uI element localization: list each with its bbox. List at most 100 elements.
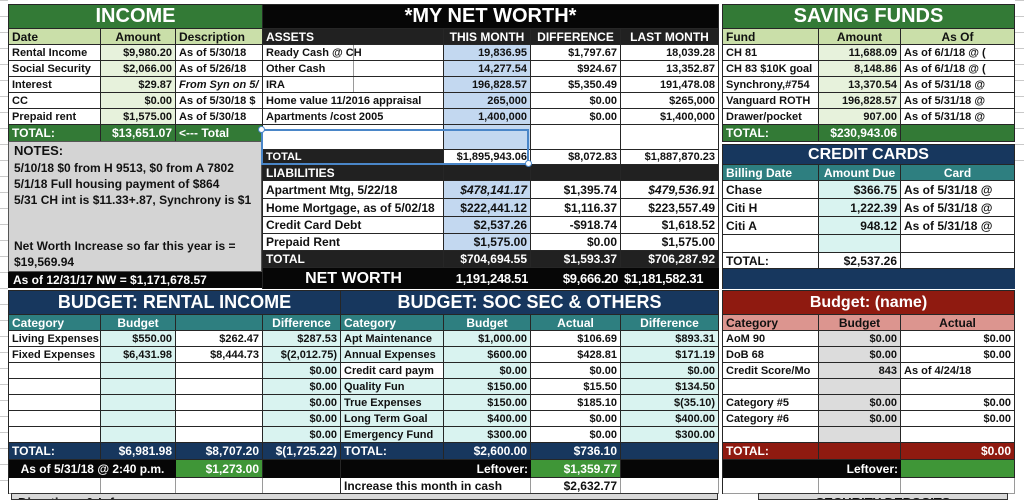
assets-col-header[interactable]: ASSETS <box>263 29 444 45</box>
empty-cell[interactable] <box>901 478 1015 494</box>
actual-cell[interactable]: $15.50 <box>531 379 621 395</box>
budget-cell[interactable]: $0.00 <box>819 331 901 347</box>
budget-cell[interactable]: 843 <box>819 363 901 379</box>
empty-cell[interactable] <box>901 125 1015 142</box>
category-cell[interactable] <box>9 363 101 379</box>
budget-cell[interactable]: $400.00 <box>444 411 531 427</box>
empty-cell[interactable] <box>621 478 719 494</box>
card-col-header[interactable]: Card <box>901 165 1015 181</box>
budget-cell[interactable] <box>101 363 176 379</box>
budget-rental-footer-label[interactable]: As of 5/31/18 @ 2:40 p.m. <box>9 460 176 478</box>
actual-cell[interactable]: $106.69 <box>531 331 621 347</box>
card-asof-cell[interactable] <box>901 235 1015 253</box>
card-asof-cell[interactable]: As of 5/31/18 @ <box>901 199 1015 217</box>
budget-cell[interactable] <box>819 427 901 443</box>
category-cell[interactable]: True Expenses <box>341 395 444 411</box>
income-desc-cell[interactable]: As of 5/30/18 <box>176 109 263 125</box>
empty-cell[interactable] <box>531 165 621 181</box>
actual-col-header[interactable]: Actual <box>901 315 1015 331</box>
empty-cell[interactable] <box>263 125 444 150</box>
net-worth-label[interactable]: NET WORTH <box>263 268 444 289</box>
actual-cell[interactable]: $0.00 <box>901 347 1015 363</box>
fund-name-cell[interactable]: CH 81 <box>723 45 819 61</box>
budget-rental-title[interactable]: BUDGET: RENTAL INCOME <box>9 291 341 315</box>
difference-cell[interactable]: $0.00 <box>263 395 341 411</box>
liability-label-cell[interactable]: Apartment Mtg, 5/22/18 <box>263 181 444 199</box>
fund-name-cell[interactable]: Drawer/pocket <box>723 109 819 125</box>
empty-cell[interactable] <box>819 478 901 494</box>
empty-cell[interactable] <box>101 478 176 494</box>
empty-cell[interactable] <box>621 460 719 478</box>
category-cell[interactable] <box>9 379 101 395</box>
category-cell[interactable] <box>9 411 101 427</box>
fund-col-header[interactable]: Fund <box>723 29 819 45</box>
budget-socsec-total-label[interactable]: TOTAL: <box>341 443 444 460</box>
liability-last-month-cell[interactable]: $479,536.91 <box>621 181 719 199</box>
actual-cell[interactable]: $428.81 <box>531 347 621 363</box>
empty-cell[interactable] <box>901 253 1015 269</box>
empty-cell[interactable] <box>9 478 101 494</box>
liability-label-cell[interactable]: Prepaid Rent <box>263 234 444 251</box>
budget-cell[interactable] <box>101 379 176 395</box>
amount-due-col-header[interactable]: Amount Due <box>819 165 901 181</box>
card-amount-cell[interactable] <box>819 235 901 253</box>
difference-cell[interactable]: $171.19 <box>621 347 719 363</box>
fund-amount-cell[interactable]: 13,370.54 <box>819 77 901 93</box>
difference-cell[interactable]: $134.50 <box>621 379 719 395</box>
category-cell[interactable]: Category #5 <box>723 395 819 411</box>
card-amount-cell[interactable]: 948.12 <box>819 217 901 235</box>
difference-col-header[interactable]: Difference <box>263 315 341 331</box>
asset-last-month-cell[interactable]: 13,352.87 <box>621 61 719 77</box>
empty-cell[interactable] <box>723 460 819 478</box>
income-label-cell[interactable]: Social Security <box>9 61 101 77</box>
empty-cell[interactable] <box>621 125 719 150</box>
income-amount-cell[interactable]: $1,575.00 <box>101 109 176 125</box>
saving-funds-total-amount[interactable]: $230,943.06 <box>819 125 901 142</box>
income-label-cell[interactable]: Rental Income <box>9 45 101 61</box>
difference-col-header[interactable]: Difference <box>621 315 719 331</box>
actual-cell[interactable] <box>176 411 263 427</box>
asset-label-cell[interactable]: Home value 11/2016 appraisal <box>263 93 444 109</box>
security-deposits-header[interactable]: SECURITY DEPOSITS <box>758 493 1008 500</box>
amount-col-header[interactable]: Amount <box>819 29 901 45</box>
asset-difference-cell[interactable]: $0.00 <box>531 109 621 125</box>
difference-cell[interactable]: $(2,012.75) <box>263 347 341 363</box>
income-amount-cell[interactable]: $0.00 <box>101 93 176 109</box>
empty-cell[interactable] <box>723 478 819 494</box>
liability-difference-cell[interactable]: $0.00 <box>531 234 621 251</box>
actual-cell[interactable]: $185.10 <box>531 395 621 411</box>
income-title[interactable]: INCOME <box>9 5 263 29</box>
actual-cell[interactable]: $0.00 <box>531 427 621 443</box>
asset-this-month-cell[interactable]: 1,400,000 <box>444 109 531 125</box>
asset-this-month-cell[interactable]: 265,000 <box>444 93 531 109</box>
difference-col-header[interactable]: DIFFERENCE <box>531 29 621 45</box>
actual-cell[interactable]: $0.00 <box>901 331 1015 347</box>
actual-cell[interactable] <box>176 395 263 411</box>
budget-cell[interactable] <box>101 395 176 411</box>
budget-col-header[interactable]: Budget <box>444 315 531 331</box>
income-col-date[interactable]: Date <box>9 29 101 45</box>
empty-cell[interactable] <box>444 125 531 150</box>
actual-cell[interactable] <box>176 379 263 395</box>
budget-cell[interactable]: $1,000.00 <box>444 331 531 347</box>
category-col-header[interactable]: Category <box>341 315 444 331</box>
income-total-note[interactable]: <--- Total <box>176 125 263 142</box>
net-worth-title[interactable]: *MY NET WORTH* <box>263 5 719 29</box>
leftover-value[interactable] <box>901 460 1015 478</box>
difference-cell[interactable]: $0.00 <box>621 363 719 379</box>
budget-rental-total-label[interactable]: TOTAL: <box>9 443 101 460</box>
credit-cards-title[interactable]: CREDIT CARDS <box>723 145 1015 165</box>
fund-asof-cell[interactable]: As of 5/31/18 @ <box>901 109 1015 125</box>
category-cell[interactable]: Credit Score/Mo <box>723 363 819 379</box>
category-cell[interactable]: Quality Fun <box>341 379 444 395</box>
fund-amount-cell[interactable]: 8,148.86 <box>819 61 901 77</box>
fund-name-cell[interactable]: CH 83 $10K goal <box>723 61 819 77</box>
budget-socsec-total-actual[interactable]: $736.10 <box>531 443 621 460</box>
asset-last-month-cell[interactable]: $1,400,000 <box>621 109 719 125</box>
budget-cell[interactable] <box>101 427 176 443</box>
leftover-label[interactable]: Leftover: <box>444 460 531 478</box>
budget-rental-total-actual[interactable]: $8,707.20 <box>176 443 263 460</box>
asset-label-cell[interactable]: Apartments /cost 2005 <box>263 109 444 125</box>
budget-cell[interactable]: $600.00 <box>444 347 531 363</box>
fund-amount-cell[interactable]: 907.00 <box>819 109 901 125</box>
